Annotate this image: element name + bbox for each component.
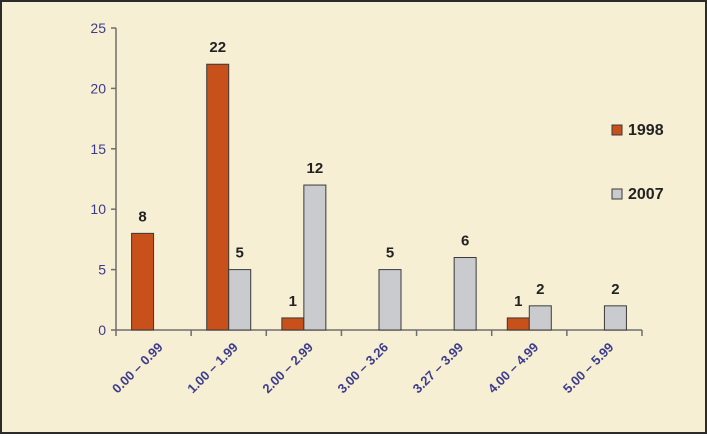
data-label-1998: 22 <box>209 39 226 56</box>
bar-1998 <box>206 63 230 331</box>
bar-2007 <box>453 257 477 331</box>
y-tick-label: 5 <box>98 262 106 278</box>
bar-2007 <box>228 269 252 331</box>
data-label-1998: 1 <box>289 293 297 310</box>
legend: 1998 2007 <box>611 122 664 203</box>
bar-1998 <box>281 317 305 331</box>
data-label-2007: 6 <box>461 233 469 250</box>
legend-swatch-2007 <box>611 188 623 200</box>
data-label-2007: 5 <box>386 245 394 262</box>
data-label-1998: 8 <box>138 208 146 225</box>
bar-2007 <box>303 184 327 331</box>
data-label-2007: 12 <box>307 160 324 177</box>
legend-swatch-1998 <box>611 124 623 136</box>
y-tick-label: 20 <box>90 80 106 96</box>
bar-2007 <box>378 269 402 331</box>
data-label-1998: 1 <box>514 293 522 310</box>
bar-2007 <box>528 305 552 331</box>
y-tick-label: 15 <box>90 141 106 157</box>
y-tick-label: 0 <box>98 322 106 338</box>
legend-label-1998: 1998 <box>628 122 664 139</box>
bar-1998 <box>506 317 530 331</box>
data-label-2007: 2 <box>536 281 544 298</box>
y-tick-label: 25 <box>90 20 106 36</box>
data-label-2007: 5 <box>236 245 244 262</box>
y-tick-label: 10 <box>90 201 106 217</box>
data-label-2007: 2 <box>611 281 619 298</box>
legend-label-2007: 2007 <box>628 186 664 203</box>
bar-2007 <box>603 305 627 331</box>
bar-1998 <box>131 232 155 331</box>
